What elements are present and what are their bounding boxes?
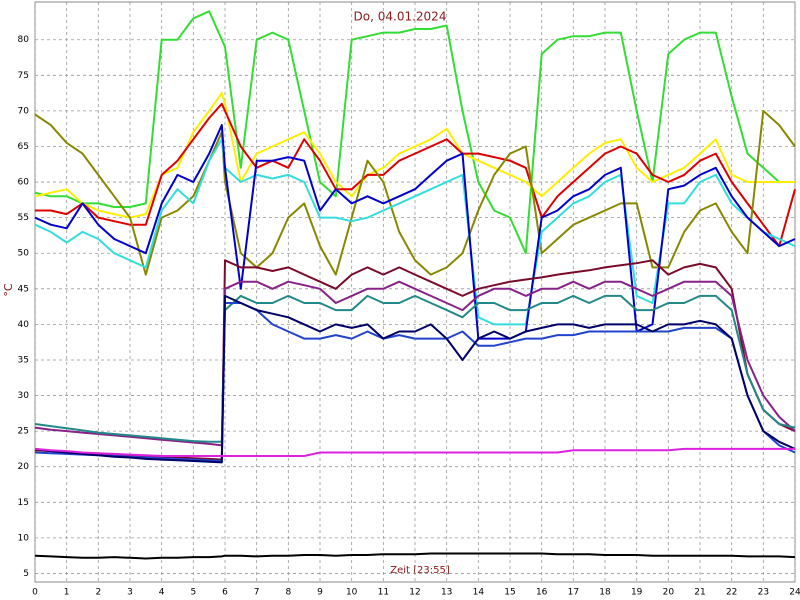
x-tick-label: 17 — [568, 588, 579, 598]
x-tick-label: 22 — [726, 588, 737, 598]
y-tick-label: 5 — [23, 569, 29, 579]
x-tick-label: 24 — [789, 588, 800, 598]
series-line — [34, 447, 795, 457]
x-tick-label: 23 — [758, 588, 769, 598]
x-tick-label: 5 — [190, 588, 196, 598]
y-tick-label: 65 — [18, 142, 29, 152]
y-tick-label: 35 — [18, 355, 29, 365]
x-tick-label: 11 — [378, 588, 389, 598]
x-tick-label: 1 — [64, 588, 70, 598]
series-line — [34, 552, 796, 560]
series-line — [34, 124, 796, 340]
y-tick-label: 20 — [18, 462, 30, 472]
x-tick-label: 14 — [473, 588, 485, 598]
x-tick-label: 0 — [32, 588, 38, 598]
y-tick-label: 50 — [18, 249, 30, 259]
series-line — [34, 280, 796, 447]
x-tick-label: 6 — [222, 588, 228, 598]
x-tick-label: 18 — [599, 588, 611, 598]
x-tick-label: 19 — [631, 588, 643, 598]
y-tick-label: 30 — [18, 391, 30, 401]
x-tick-label: 15 — [504, 588, 515, 598]
x-tick-label: 13 — [441, 588, 452, 598]
x-tick-label: 16 — [536, 588, 548, 598]
y-tick-label: 55 — [18, 213, 29, 223]
series-line — [34, 294, 796, 464]
x-tick-label: 7 — [254, 588, 260, 598]
x-tick-label: 10 — [346, 588, 358, 598]
y-tick-label: 25 — [18, 427, 29, 437]
x-tick-label: 21 — [694, 588, 705, 598]
series-line — [34, 109, 796, 276]
y-tick-label: 10 — [18, 533, 30, 543]
y-tick-label: 15 — [18, 498, 29, 508]
y-axis-label: °C — [2, 283, 15, 297]
x-tick-label: 9 — [317, 588, 323, 598]
x-tick-label: 3 — [127, 588, 133, 598]
series-line — [34, 10, 795, 255]
y-tick-label: 40 — [18, 320, 30, 330]
y-tick-label: 80 — [18, 35, 30, 45]
x-tick-label: 2 — [95, 588, 101, 598]
x-tick-label: 20 — [663, 588, 675, 598]
y-tick-label: 45 — [18, 284, 29, 294]
series-line — [34, 302, 796, 462]
x-tick-label: 4 — [159, 588, 165, 598]
x-axis-label: Zeit [23:55] — [390, 565, 450, 576]
x-tick-label: 12 — [409, 588, 420, 598]
y-tick-label: 60 — [18, 178, 30, 188]
series-line — [35, 102, 796, 248]
y-tick-label: 70 — [18, 106, 30, 116]
x-tick-label: 8 — [285, 588, 291, 598]
chart-title: Do, 04.01.2024 — [354, 10, 447, 24]
y-tick-label: 75 — [18, 71, 29, 81]
series-line — [34, 294, 796, 443]
